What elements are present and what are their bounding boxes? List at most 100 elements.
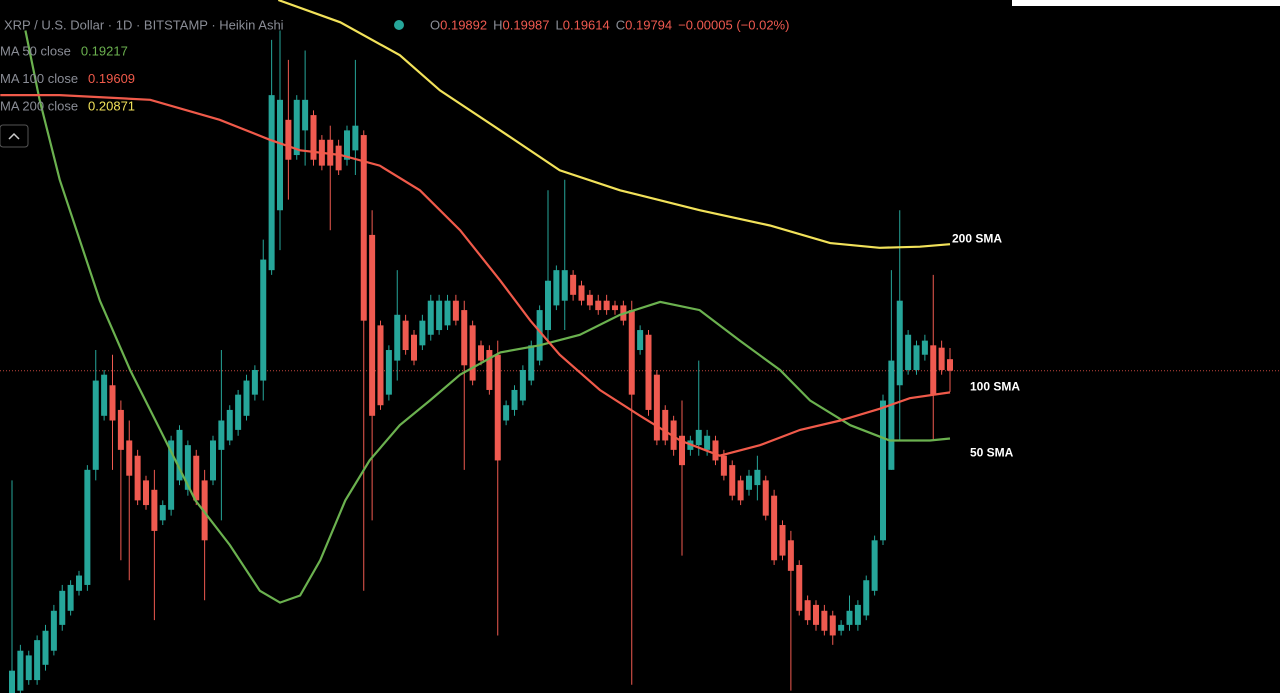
candle-body [653, 374, 660, 441]
candle-body [193, 455, 200, 501]
candle-body [461, 310, 468, 366]
candle-body [612, 305, 618, 311]
candle-body [603, 300, 610, 311]
candle-body [260, 259, 267, 381]
candle-body [9, 670, 15, 693]
candle-body [344, 130, 350, 160]
candle-body [377, 325, 384, 406]
candle-body [779, 525, 786, 556]
ohlc-label: O [430, 17, 440, 32]
candle-body [151, 489, 158, 531]
legend-name: MA 100 close [0, 71, 78, 86]
ohlc-value: 0.19892 [440, 17, 487, 32]
candle-body [645, 334, 652, 410]
legend-value: 0.19217 [81, 43, 128, 58]
candle-body [117, 409, 124, 450]
candle-body [427, 300, 434, 335]
candle-body [796, 564, 803, 611]
candle-body [813, 604, 819, 625]
candle-body [436, 300, 443, 331]
legend-name: MA 50 close [0, 43, 71, 58]
sma-line [24, 30, 951, 604]
candle-body [159, 505, 166, 521]
sma-annotation: 200 SMA [952, 231, 1002, 245]
legend-value: 0.19609 [88, 71, 135, 86]
candle-body [444, 300, 451, 326]
candle-body [829, 615, 836, 636]
candle-body [360, 135, 367, 321]
candle-body [938, 347, 945, 370]
candle-body [42, 630, 49, 665]
candle-body [352, 125, 359, 151]
candle-body [210, 440, 216, 481]
legend-name: MA 200 close [0, 98, 78, 113]
candle-body [863, 580, 870, 616]
candle-body [905, 334, 912, 370]
sma-annotation: 100 SMA [970, 380, 1020, 394]
candle-body [854, 604, 861, 625]
candle-body [67, 584, 74, 611]
candle-body [662, 409, 669, 441]
candle-body [84, 469, 91, 585]
candle-body [134, 455, 141, 501]
candle-body [385, 350, 392, 395]
candle-body [184, 445, 191, 490]
candle-body [737, 480, 744, 501]
candle-body [411, 334, 417, 361]
candle-body [478, 345, 484, 361]
candle-body [168, 440, 175, 510]
candle-body [226, 409, 233, 441]
ohlc-label: L [556, 17, 563, 32]
candle-body [536, 310, 543, 361]
candle-body [762, 480, 769, 516]
candle-body [369, 234, 376, 416]
candle-body [695, 429, 702, 446]
candle-body [921, 340, 928, 355]
candle-body [469, 325, 476, 381]
candle-body [503, 405, 510, 421]
candle-body [628, 310, 635, 395]
overlay: XRP / U.S. Dollar · 1D · BITSTAMP · Heik… [0, 17, 1020, 460]
candle-body [838, 624, 845, 631]
candle-body [302, 99, 309, 131]
candle-body [176, 429, 183, 481]
candle-body [109, 385, 116, 421]
candle-body [126, 440, 133, 476]
candle-body [913, 345, 920, 370]
sma-line [0, 94, 951, 457]
candle-body [561, 270, 568, 301]
candle-body [452, 300, 459, 321]
candle-body [511, 389, 518, 410]
candle-body [394, 314, 401, 361]
candle-body [218, 420, 225, 450]
candle-body [402, 320, 409, 351]
ohlc-change: −0.00005 (−0.02%) [678, 17, 789, 32]
candle-body [804, 600, 811, 621]
candle-body [235, 394, 242, 430]
candle-body [92, 380, 99, 470]
candle-body [17, 650, 24, 691]
ohlc-label: H [493, 17, 502, 32]
ohlc-value: 0.19794 [625, 17, 672, 32]
candle-body [293, 99, 300, 156]
sma-annotation: 50 SMA [970, 446, 1014, 460]
status-dot[interactable] [394, 20, 404, 30]
candle-body [754, 469, 761, 486]
candle-body [76, 575, 82, 591]
candle-body [570, 274, 577, 295]
candle-body [25, 655, 32, 681]
candle-body [871, 540, 878, 591]
sma-line [277, 0, 951, 249]
collapse-button[interactable] [0, 124, 29, 148]
candle-body [704, 435, 711, 450]
window-edge [1012, 0, 1280, 6]
candle-body [586, 294, 593, 306]
candle-body [277, 99, 283, 211]
candle-body [821, 610, 828, 631]
collapse-icon [8, 132, 20, 140]
candle-body [846, 610, 853, 625]
candle-body [101, 374, 108, 416]
candle-body [34, 640, 41, 681]
